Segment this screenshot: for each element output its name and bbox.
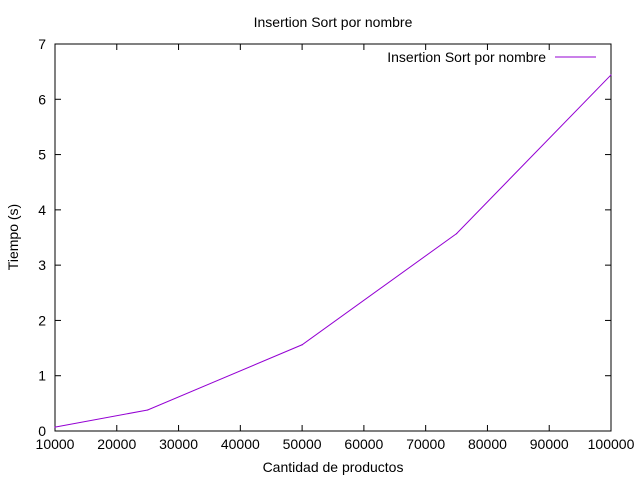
data-point (301, 344, 303, 346)
x-tick-label: 80000 (468, 436, 507, 452)
x-tick-label: 100000 (588, 436, 635, 452)
x-tick-label: 40000 (221, 436, 260, 452)
x-axis-label: Cantidad de productos (263, 459, 404, 475)
y-tick-label: 0 (38, 423, 46, 439)
y-tick-label: 5 (38, 147, 46, 163)
x-tick-label: 30000 (159, 436, 198, 452)
data-point (455, 233, 458, 235)
x-tick-label: 20000 (97, 436, 136, 452)
chart-title: Insertion Sort por nombre (254, 14, 413, 30)
series-line (54, 74, 612, 428)
series-layer (54, 74, 612, 428)
legend: Insertion Sort por nombre (387, 49, 596, 65)
x-tick-label: 60000 (344, 436, 383, 452)
x-tick-label: 10000 (36, 436, 75, 452)
y-tick-label: 1 (38, 368, 46, 384)
y-axis-label: Tiempo (s) (5, 204, 21, 270)
y-tick-label: 3 (38, 257, 46, 273)
x-tick-label: 50000 (283, 436, 322, 452)
data-point (147, 409, 149, 411)
y-tick-label: 6 (38, 91, 46, 107)
y-tick-label: 4 (38, 202, 46, 218)
data-point (54, 426, 56, 428)
y-tick-label: 2 (38, 312, 46, 328)
x-tick-label: 90000 (530, 436, 569, 452)
axis-ticks: 10000 20000 30000 40000 50000 60000 70000 80000… (36, 36, 635, 452)
legend-label: Insertion Sort por nombre (387, 49, 546, 65)
x-tick-label: 70000 (406, 436, 445, 452)
data-point (610, 74, 612, 76)
y-tick-label: 7 (38, 36, 46, 52)
plot-frame (54, 43, 612, 432)
